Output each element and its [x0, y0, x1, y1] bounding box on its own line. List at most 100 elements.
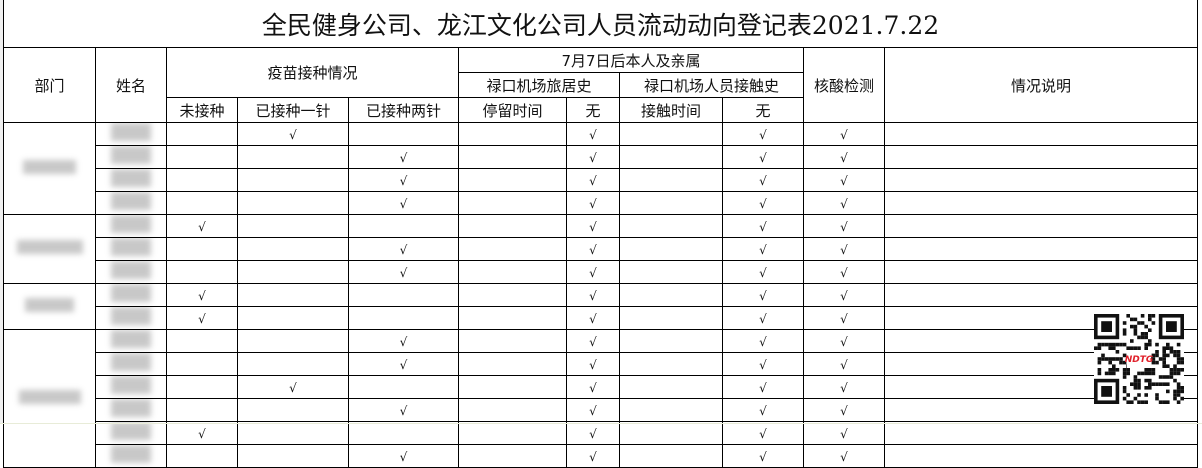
notes-cell[interactable] [883, 122, 1199, 146]
vaccine-one-cell[interactable] [237, 306, 349, 330]
header-vaccine-two[interactable]: 已接种两针 [348, 97, 459, 123]
contact-time-cell[interactable] [619, 260, 723, 284]
stay-none-cell[interactable]: √ [566, 306, 620, 330]
nucleic-test-cell[interactable]: √ [803, 214, 885, 238]
contact-time-cell[interactable] [619, 352, 723, 376]
stay-time-cell[interactable] [458, 421, 567, 445]
nucleic-test-cell[interactable]: √ [803, 329, 885, 353]
stay-none-cell[interactable]: √ [566, 283, 620, 307]
name-cell[interactable] [95, 375, 167, 399]
department-cell[interactable] [3, 283, 96, 330]
header-vaccine-none[interactable]: 未接种 [166, 97, 238, 123]
vaccine-none-cell[interactable] [166, 237, 238, 261]
vaccine-one-cell[interactable] [237, 352, 349, 376]
vaccine-one-cell[interactable] [237, 191, 349, 215]
nucleic-test-cell[interactable]: √ [803, 260, 885, 284]
vaccine-two-cell[interactable]: √ [348, 168, 459, 192]
contact-none-cell[interactable]: √ [722, 168, 804, 192]
stay-none-cell[interactable]: √ [566, 214, 620, 238]
nucleic-test-cell[interactable]: √ [803, 444, 885, 468]
stay-none-cell[interactable]: √ [566, 191, 620, 215]
vaccine-two-cell[interactable] [348, 375, 459, 399]
name-cell[interactable] [95, 145, 167, 169]
notes-cell[interactable] [883, 421, 1199, 445]
nucleic-test-cell[interactable]: √ [803, 375, 885, 399]
stay-time-cell[interactable] [458, 191, 567, 215]
stay-none-cell[interactable]: √ [566, 352, 620, 376]
contact-time-cell[interactable] [619, 214, 723, 238]
vaccine-none-cell[interactable] [166, 444, 238, 468]
vaccine-one-cell[interactable]: √ [237, 122, 349, 146]
contact-time-cell[interactable] [619, 398, 723, 422]
table-title[interactable]: 全民健身公司、龙江文化公司人员流动动向登记表2021.7.22 [2, 0, 1199, 48]
contact-none-cell[interactable]: √ [722, 145, 804, 169]
stay-time-cell[interactable] [458, 375, 567, 399]
contact-time-cell[interactable] [619, 444, 723, 468]
name-cell[interactable] [95, 352, 167, 376]
nucleic-test-cell[interactable]: √ [803, 122, 885, 146]
name-cell[interactable] [95, 214, 167, 238]
contact-none-cell[interactable]: √ [722, 122, 804, 146]
vaccine-one-cell[interactable] [237, 237, 349, 261]
contact-none-cell[interactable]: √ [722, 283, 804, 307]
name-cell[interactable] [95, 237, 167, 261]
header-vaccine-one[interactable]: 已接种一针 [237, 97, 349, 123]
vaccine-one-cell[interactable] [237, 168, 349, 192]
notes-cell[interactable] [883, 214, 1199, 238]
contact-none-cell[interactable]: √ [722, 375, 804, 399]
stay-time-cell[interactable] [458, 214, 567, 238]
vaccine-one-cell[interactable] [237, 444, 349, 468]
contact-time-cell[interactable] [619, 122, 723, 146]
vaccine-one-cell[interactable]: √ [237, 375, 349, 399]
vaccine-two-cell[interactable] [348, 306, 459, 330]
vaccine-two-cell[interactable] [348, 283, 459, 307]
vaccine-one-cell[interactable] [237, 421, 349, 445]
nucleic-test-cell[interactable]: √ [803, 168, 885, 192]
notes-cell[interactable] [883, 283, 1199, 307]
name-cell[interactable] [95, 168, 167, 192]
stay-time-cell[interactable] [458, 260, 567, 284]
department-cell[interactable] [3, 122, 96, 215]
stay-time-cell[interactable] [458, 329, 567, 353]
nucleic-test-cell[interactable]: √ [803, 145, 885, 169]
vaccine-two-cell[interactable]: √ [348, 237, 459, 261]
vaccine-none-cell[interactable] [166, 122, 238, 146]
vaccine-none-cell[interactable] [166, 352, 238, 376]
stay-none-cell[interactable]: √ [566, 398, 620, 422]
vaccine-none-cell[interactable]: √ [166, 214, 238, 238]
stay-none-cell[interactable]: √ [566, 375, 620, 399]
name-cell[interactable] [95, 398, 167, 422]
vaccine-none-cell[interactable] [166, 260, 238, 284]
stay-none-cell[interactable]: √ [566, 260, 620, 284]
contact-time-cell[interactable] [619, 283, 723, 307]
contact-none-cell[interactable]: √ [722, 306, 804, 330]
header-name[interactable]: 姓名 [95, 47, 167, 123]
contact-time-cell[interactable] [619, 237, 723, 261]
name-cell[interactable] [95, 421, 167, 445]
vaccine-one-cell[interactable] [237, 283, 349, 307]
vaccine-two-cell[interactable] [348, 214, 459, 238]
vaccine-none-cell[interactable]: √ [166, 306, 238, 330]
contact-time-cell[interactable] [619, 329, 723, 353]
header-department[interactable]: 部门 [3, 47, 96, 123]
name-cell[interactable] [95, 444, 167, 468]
header-since-july7[interactable]: 7月7日后本人及亲属 [458, 47, 804, 73]
stay-none-cell[interactable]: √ [566, 329, 620, 353]
contact-none-cell[interactable]: √ [722, 191, 804, 215]
vaccine-one-cell[interactable] [237, 214, 349, 238]
contact-none-cell[interactable]: √ [722, 398, 804, 422]
name-cell[interactable] [95, 329, 167, 353]
vaccine-none-cell[interactable]: √ [166, 283, 238, 307]
contact-none-cell[interactable]: √ [722, 329, 804, 353]
department-cell[interactable] [3, 329, 96, 468]
header-contact-none[interactable]: 无 [722, 97, 804, 123]
header-airport-contact[interactable]: 禄口机场人员接触史 [619, 72, 804, 98]
stay-time-cell[interactable] [458, 444, 567, 468]
vaccine-none-cell[interactable] [166, 329, 238, 353]
notes-cell[interactable] [883, 260, 1199, 284]
notes-cell[interactable] [883, 444, 1199, 468]
stay-time-cell[interactable] [458, 168, 567, 192]
department-cell[interactable] [3, 214, 96, 284]
contact-none-cell[interactable]: √ [722, 214, 804, 238]
vaccine-two-cell[interactable]: √ [348, 329, 459, 353]
